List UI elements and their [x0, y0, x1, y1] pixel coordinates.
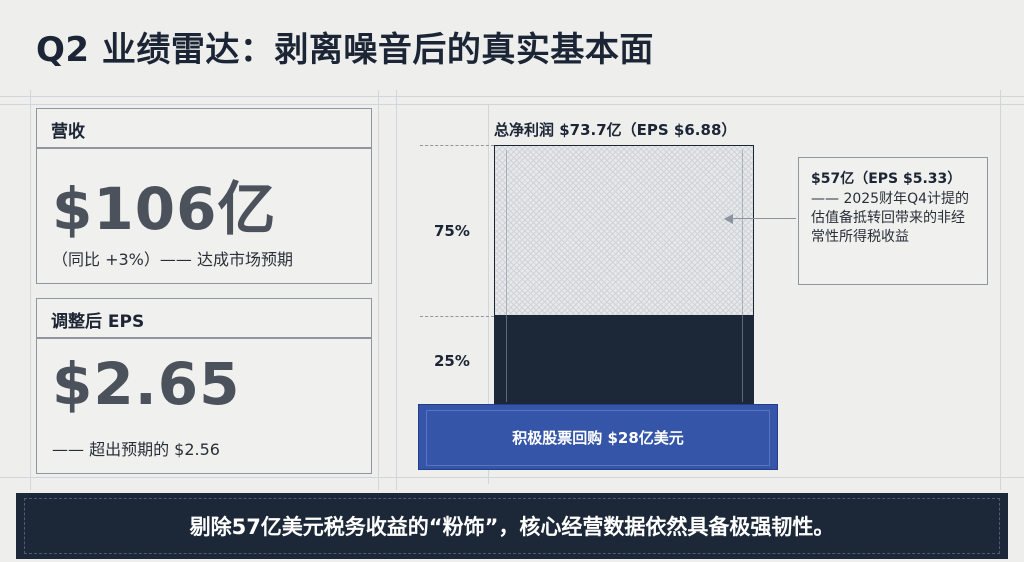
- share-label-bottom: 25%: [434, 352, 470, 370]
- tax-benefit-callout: $57亿（EPS $5.33） —— 2025财年Q4计提的估值备抵转回带来的非…: [798, 157, 988, 285]
- eps-card: [36, 338, 372, 474]
- revenue-label: 营收: [51, 122, 85, 142]
- conclusion-banner: 剔除57亿美元税务收益的“粉饰”，核心经营数据依然具备极强韧性。: [16, 493, 1008, 559]
- buyback-inner-frame: [426, 410, 770, 466]
- revenue-value: $106亿: [52, 175, 277, 243]
- core-profit-segment: [494, 316, 754, 404]
- callout-body: —— 2025财年Q4计提的估值备抵转回带来的非经常性所得税收益: [811, 191, 970, 245]
- dashed-leader: [420, 145, 494, 146]
- eps-header: 调整后 EPS: [36, 298, 372, 338]
- arrow-left-icon: [724, 214, 733, 224]
- guide-line: [506, 150, 507, 402]
- guide-line: [1000, 90, 1001, 490]
- callout-connector: [732, 218, 796, 219]
- dashed-leader: [420, 316, 494, 317]
- guide-line: [378, 90, 379, 490]
- revenue-note: （同比 +3%）—— 达成市场预期: [52, 250, 293, 269]
- guide-line: [0, 477, 1024, 478]
- guide-line: [0, 104, 1024, 105]
- guide-line: [488, 104, 489, 484]
- buyback-bar: 积极股票回购 $28亿美元: [418, 404, 778, 470]
- guide-line: [30, 90, 31, 490]
- eps-label: 调整后 EPS: [51, 312, 145, 332]
- guide-line: [742, 150, 743, 402]
- revenue-header: 营收: [36, 108, 372, 148]
- conclusion-text: 剔除57亿美元税务收益的“粉饰”，核心经营数据依然具备极强韧性。: [189, 515, 835, 539]
- banner-inner-frame: [24, 498, 1000, 554]
- chart-title: 总净利润 $73.7亿（EPS $6.88）: [494, 121, 737, 139]
- share-label-top: 75%: [434, 222, 470, 240]
- revenue-card: [36, 148, 372, 284]
- guide-line: [0, 96, 1024, 97]
- callout-title: $57亿（EPS $5.33）: [811, 171, 962, 187]
- tax-benefit-segment: [494, 145, 754, 316]
- buyback-label: 积极股票回购 $28亿美元: [512, 428, 684, 447]
- eps-value: $2.65: [52, 350, 241, 418]
- eps-note: —— 超出预期的 $2.56: [52, 440, 220, 459]
- page-title: Q2 业绩雷达：剥离噪音后的真实基本面: [36, 30, 654, 70]
- guide-line: [396, 90, 397, 490]
